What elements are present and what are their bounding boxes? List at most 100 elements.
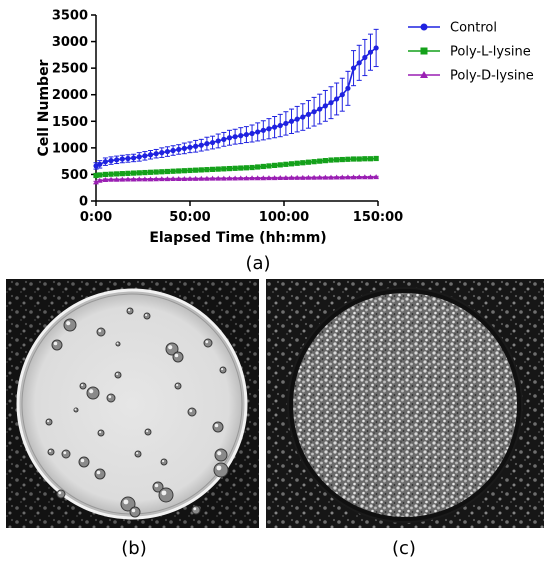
data-point — [350, 65, 357, 71]
series-poly-l-lysine — [93, 155, 379, 179]
cell-cluster — [191, 505, 201, 515]
cell-highlight — [154, 483, 159, 488]
cell-cluster — [47, 448, 55, 456]
data-point — [266, 163, 272, 169]
cell-cluster — [114, 371, 122, 379]
y-tick-label: 2000 — [52, 88, 88, 103]
cell-highlight — [168, 345, 173, 350]
cell-highlight — [176, 384, 179, 387]
data-point — [277, 162, 283, 168]
data-point — [373, 45, 379, 51]
data-point — [153, 169, 159, 175]
data-point — [136, 154, 142, 160]
x-axis-title: Elapsed Time (hh:mm) — [149, 230, 326, 246]
x-tick-label: 100:00 — [259, 210, 309, 225]
data-point — [164, 148, 171, 155]
data-point — [108, 158, 114, 164]
cell-highlight — [217, 451, 222, 456]
legend-item-poly-l-lysine: Poly-L-lysine — [408, 45, 531, 60]
line-chart: 0 500 1000 1500 2000 2500 3000 3500 0:00 50:00 10… — [36, 9, 534, 247]
y-tick-label: 500 — [61, 168, 88, 183]
data-point — [125, 170, 131, 176]
data-point — [260, 163, 266, 170]
data-point — [125, 176, 131, 182]
cell-highlight — [53, 341, 58, 346]
cell-highlight — [81, 384, 84, 387]
data-point — [187, 167, 193, 174]
data-point — [215, 138, 221, 144]
data-point — [243, 131, 249, 138]
cell-highlight — [116, 342, 119, 345]
data-point — [311, 159, 317, 165]
data-point — [238, 165, 244, 171]
data-point — [345, 156, 351, 162]
data-point — [305, 159, 312, 165]
data-point — [136, 176, 143, 182]
data-point — [170, 176, 176, 182]
data-point — [215, 175, 221, 181]
data-point — [181, 145, 187, 151]
data-point — [159, 150, 165, 156]
data-point — [305, 174, 312, 180]
cell-cluster — [126, 307, 134, 315]
cell-cluster — [134, 450, 142, 458]
data-point — [300, 114, 306, 120]
panel-label-c: (c) — [392, 538, 416, 559]
data-point — [305, 111, 312, 117]
cell-cluster — [106, 393, 116, 403]
data-point — [209, 166, 216, 172]
cell-cluster — [212, 421, 224, 433]
data-point — [288, 118, 295, 124]
data-point — [176, 168, 182, 174]
data-point — [362, 54, 368, 61]
data-point — [272, 162, 278, 168]
data-point — [255, 164, 261, 170]
y-tick-label: 3500 — [52, 9, 88, 24]
cell-cluster — [143, 312, 151, 320]
data-point — [108, 171, 114, 177]
data-point — [209, 139, 216, 146]
data-point — [93, 179, 99, 185]
data-point — [147, 152, 154, 158]
cell-cluster — [86, 386, 100, 400]
data-point — [249, 164, 255, 171]
x-tick-label: 0:00 — [80, 210, 112, 225]
data-point — [215, 166, 221, 172]
data-point — [288, 174, 295, 180]
cell-cluster — [158, 487, 174, 503]
data-point — [147, 169, 154, 175]
y-tick-label: 1500 — [52, 115, 88, 130]
cell-cluster — [144, 428, 152, 436]
data-point — [221, 136, 227, 142]
data-point — [277, 122, 283, 129]
legend-label: Poly-D-lysine — [450, 69, 534, 84]
data-point — [226, 175, 233, 181]
data-point — [345, 174, 351, 180]
data-point — [362, 156, 368, 162]
x-tick-label: 50:00 — [169, 210, 210, 225]
cell-cluster — [160, 458, 168, 466]
data-point — [108, 176, 114, 182]
data-point — [198, 142, 204, 148]
data-point — [334, 96, 340, 102]
data-point — [153, 176, 159, 182]
data-point — [142, 153, 148, 159]
cell-cluster — [97, 429, 105, 437]
data-point — [260, 175, 267, 181]
cell-cluster — [172, 351, 184, 363]
data-point — [204, 167, 210, 173]
data-point — [300, 160, 306, 166]
cell-cluster — [56, 489, 66, 499]
cell-highlight — [161, 490, 167, 496]
data-point — [373, 155, 379, 162]
legend-marker — [420, 47, 428, 55]
cell-highlight — [131, 508, 136, 513]
cell-cluster — [129, 506, 141, 518]
cell-highlight — [162, 460, 165, 463]
data-point — [175, 175, 182, 181]
cell-highlight — [58, 491, 62, 495]
data-point — [339, 156, 345, 163]
data-point — [170, 168, 176, 174]
data-point — [356, 174, 362, 180]
data-point — [334, 157, 340, 163]
